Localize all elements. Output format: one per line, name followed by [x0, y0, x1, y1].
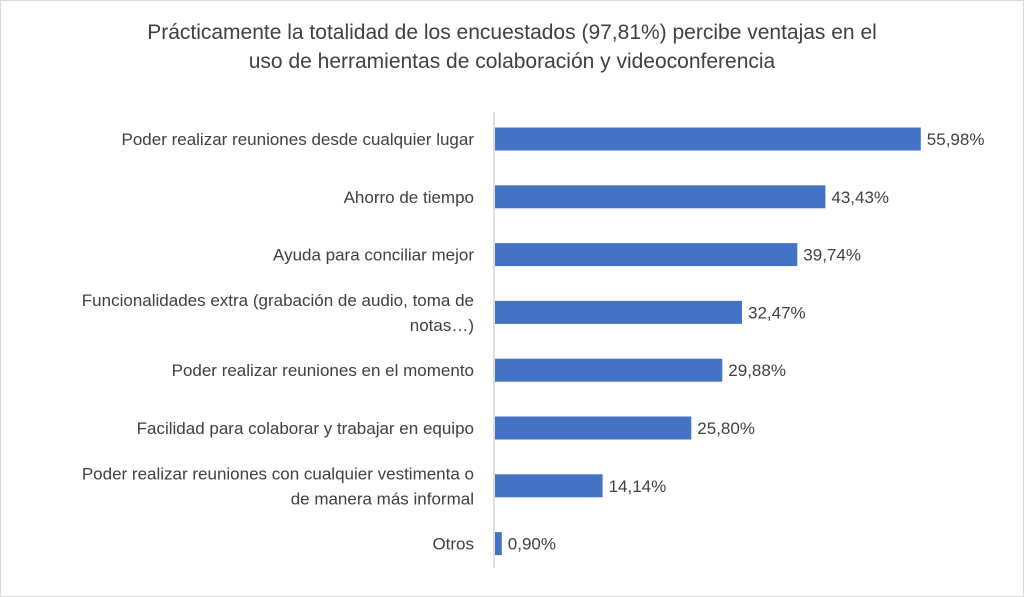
value-label-1: 43,43%	[831, 188, 889, 207]
value-label-3: 32,47%	[748, 303, 806, 322]
value-label-6: 14,14%	[609, 477, 667, 496]
category-label-5: Facilidad para colaborar y trabajar en e…	[137, 419, 474, 438]
category-label-0: Poder realizar reuniones desde cualquier…	[122, 130, 475, 149]
value-label-2: 39,74%	[803, 246, 861, 265]
category-label-6-line-0: Poder realizar reuniones con cualquier v…	[82, 464, 474, 483]
bar-4	[495, 358, 723, 382]
category-label-3-line-1: notas…)	[410, 316, 474, 335]
value-label-4: 29,88%	[728, 361, 786, 380]
value-label-7: 0,90%	[508, 535, 556, 554]
category-label-4: Poder realizar reuniones en el momento	[172, 361, 474, 380]
category-label-7: Otros	[432, 535, 474, 554]
chart-title-line-2: uso de herramientas de colaboración y vi…	[248, 50, 776, 73]
bar-1	[495, 185, 826, 209]
value-label-0: 55,98%	[927, 130, 985, 149]
chart-title-line-1: Prácticamente la totalidad de los encues…	[147, 21, 877, 44]
bar-3	[495, 300, 742, 324]
value-label-5: 25,80%	[697, 419, 755, 438]
category-label-1: Ahorro de tiempo	[344, 188, 474, 207]
bar-6	[495, 474, 603, 498]
bar-0	[495, 127, 921, 151]
category-label-3-line-0: Funcionalidades extra (grabación de audi…	[82, 291, 474, 310]
bar-7	[495, 532, 502, 556]
category-label-6-line-1: de manera más informal	[291, 489, 474, 508]
category-label-2: Ayuda para conciliar mejor	[273, 246, 474, 265]
bar-5	[495, 416, 692, 440]
bar-2	[495, 243, 798, 267]
chart-title: Prácticamente la totalidad de los encues…	[0, 18, 1024, 76]
